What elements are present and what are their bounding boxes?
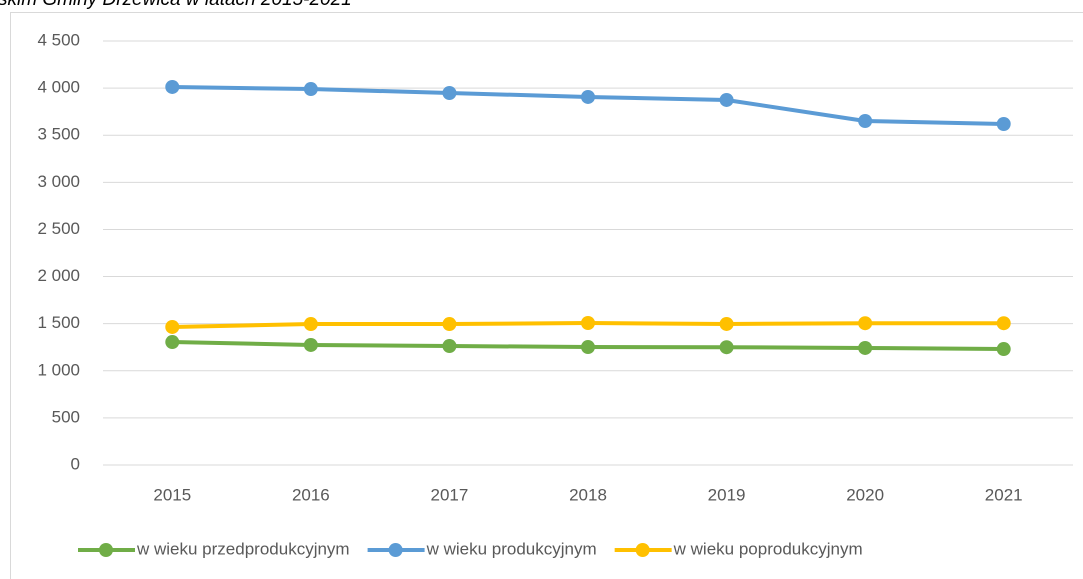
chart-border [10, 12, 1083, 579]
x-tick-label: 2019 [708, 485, 746, 504]
point [165, 79, 180, 94]
y-tick-label: 2 500 [37, 219, 80, 238]
y-tick-label: 4 000 [37, 78, 80, 97]
point [303, 82, 318, 97]
point [719, 340, 734, 355]
x-tick-label: 2017 [431, 485, 469, 504]
legend-label: w wieku przedprodukcyjnym [136, 539, 350, 558]
point [858, 340, 873, 355]
y-tick-label: 0 [71, 454, 80, 473]
legend-marker [99, 543, 113, 557]
point [581, 340, 595, 355]
y-tick-label: 4 500 [37, 30, 80, 49]
x-tick-label: 2021 [985, 485, 1023, 504]
legend-marker [635, 543, 650, 557]
point [165, 319, 180, 334]
legend-marker [388, 543, 403, 557]
point [442, 317, 457, 332]
point [719, 316, 734, 331]
point [996, 117, 1011, 132]
point [442, 338, 457, 353]
y-tick-label: 3 000 [37, 172, 80, 191]
point [996, 342, 1011, 357]
y-tick-label: 2 000 [37, 266, 80, 285]
x-tick-label: 2018 [569, 485, 607, 504]
y-tick-label: 1 000 [37, 360, 80, 379]
legend-label: w wieku poprodukcyjnym [673, 539, 863, 558]
point [996, 316, 1011, 331]
point [858, 113, 873, 128]
point [303, 337, 318, 352]
point [858, 316, 873, 331]
point [303, 317, 318, 332]
chart-title: skim Gminy Drzewica w latach 2015-2021 [0, 0, 352, 10]
y-tick-label: 1 500 [37, 313, 80, 332]
point [581, 89, 595, 104]
point [442, 86, 457, 101]
legend-label: w wieku produkcyjnym [426, 539, 597, 558]
x-tick-label: 2015 [153, 485, 191, 504]
x-tick-label: 2016 [292, 485, 330, 504]
point [719, 92, 734, 107]
y-tick-label: 3 500 [37, 125, 80, 144]
point [165, 335, 180, 350]
point [581, 316, 595, 331]
y-tick-label: 500 [52, 407, 80, 426]
x-tick-label: 2020 [846, 485, 884, 504]
